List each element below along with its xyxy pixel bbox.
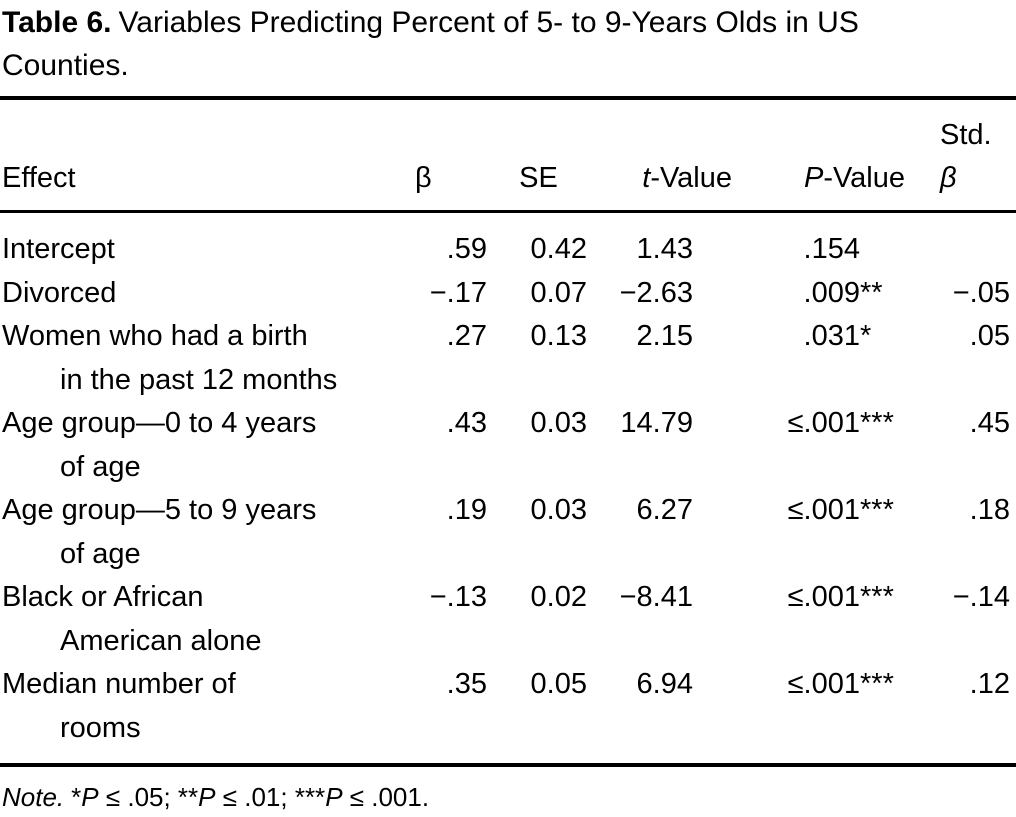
t-value-cell: 2.15	[636, 320, 693, 352]
se-cell: 0.05	[530, 668, 587, 700]
table-title: Table 6. Variables Predicting Percent of …	[0, 0, 1016, 87]
effect-cell: Median number of rooms	[2, 668, 236, 744]
std-beta-cell: .18	[969, 494, 1010, 526]
beta-cell: .35	[446, 668, 487, 700]
std-beta-cell: .45	[969, 407, 1010, 439]
note-label: Note.	[2, 782, 65, 812]
table-row: Age group—0 to 4 years of age .43 0.03 14…	[0, 402, 1016, 489]
table-row: Intercept .59 0.42 1.43 .154	[0, 212, 1016, 272]
table-row: Women who had a birth in the past 12 mont…	[0, 315, 1016, 402]
table-row: Age group—5 to 9 years of age .19 0.03 6.…	[0, 489, 1016, 576]
note-text: *P ≤ .05; **P ≤ .01; ***P ≤ .001.	[71, 782, 430, 812]
table-title-line2: Counties.	[2, 49, 129, 82]
t-value-cell: 1.43	[636, 233, 693, 265]
t-value-cell: 14.79	[620, 407, 693, 439]
se-cell: 0.03	[530, 494, 587, 526]
t-value-cell: 6.94	[636, 668, 693, 700]
p-value-cell: ≤.001***	[787, 581, 894, 613]
header-effect: Effect	[0, 100, 400, 213]
header-p-value: P-Value	[732, 100, 905, 213]
table-row: Black or African American alone −.13 0.02…	[0, 576, 1016, 663]
header-t-value: t-Value	[590, 100, 732, 213]
header-std-beta: Std. β	[905, 100, 1016, 213]
t-value-cell: 6.27	[636, 494, 693, 526]
se-cell: 0.42	[530, 233, 587, 265]
beta-cell: −.17	[429, 276, 487, 309]
p-value-cell: ≤.001***	[787, 407, 894, 439]
table-number-label: Table 6.	[2, 6, 112, 39]
p-value-cell: ≤.001***	[787, 668, 894, 700]
header-se: SE	[487, 100, 590, 213]
std-beta-cell	[905, 212, 1016, 272]
p-value-cell: .031*	[803, 320, 872, 352]
beta-cell: .19	[446, 494, 487, 526]
header-beta: β	[400, 100, 487, 213]
header-row: Effect β SE t-Value P-Value Std. β	[0, 100, 1016, 213]
top-rule	[0, 96, 1016, 100]
se-cell: 0.07	[530, 276, 587, 309]
std-beta-cell: −.05	[952, 276, 1010, 309]
beta-cell: .59	[446, 233, 487, 265]
p-value-cell: .009**	[803, 276, 883, 309]
se-cell: 0.13	[530, 320, 587, 352]
effect-cell: Age group—0 to 4 years of age	[2, 407, 317, 483]
table-row: Median number of rooms .35 0.05 6.94 ≤.00…	[0, 663, 1016, 765]
effect-cell: Black or African American alone	[2, 581, 262, 657]
table-header: Effect β SE t-Value P-Value Std. β	[0, 100, 1016, 213]
std-beta-cell: .05	[969, 320, 1010, 352]
p-value-cell: .154	[803, 233, 860, 265]
effect-cell: Age group—5 to 9 years of age	[2, 494, 317, 570]
std-beta-cell: .12	[969, 668, 1010, 700]
table-body: Intercept .59 0.42 1.43 .154 Divorced −.…	[0, 212, 1016, 766]
table-row: Divorced −.17 0.07 −2.63 .009** −.05	[0, 272, 1016, 316]
beta-cell: .27	[446, 320, 487, 352]
t-value-cell: −2.63	[619, 276, 693, 309]
p-value-cell: ≤.001***	[787, 494, 894, 526]
beta-cell: .43	[446, 407, 487, 439]
effect-cell: Women who had a birth in the past 12 mont…	[2, 320, 338, 396]
se-cell: 0.02	[530, 581, 587, 613]
table-footnote: Note. *P ≤ .05; **P ≤ .01; ***P ≤ .001.	[0, 767, 1016, 814]
table-title-line1: Variables Predicting Percent of 5- to 9-…	[118, 6, 859, 39]
effect-cell: Divorced	[2, 276, 117, 309]
se-cell: 0.03	[530, 407, 587, 439]
beta-cell: −.13	[429, 581, 487, 613]
regression-table: Effect β SE t-Value P-Value Std. β Interc…	[0, 100, 1016, 767]
t-value-cell: −8.41	[619, 581, 693, 613]
effect-cell: Intercept	[2, 233, 115, 265]
std-beta-cell: −.14	[952, 581, 1010, 613]
